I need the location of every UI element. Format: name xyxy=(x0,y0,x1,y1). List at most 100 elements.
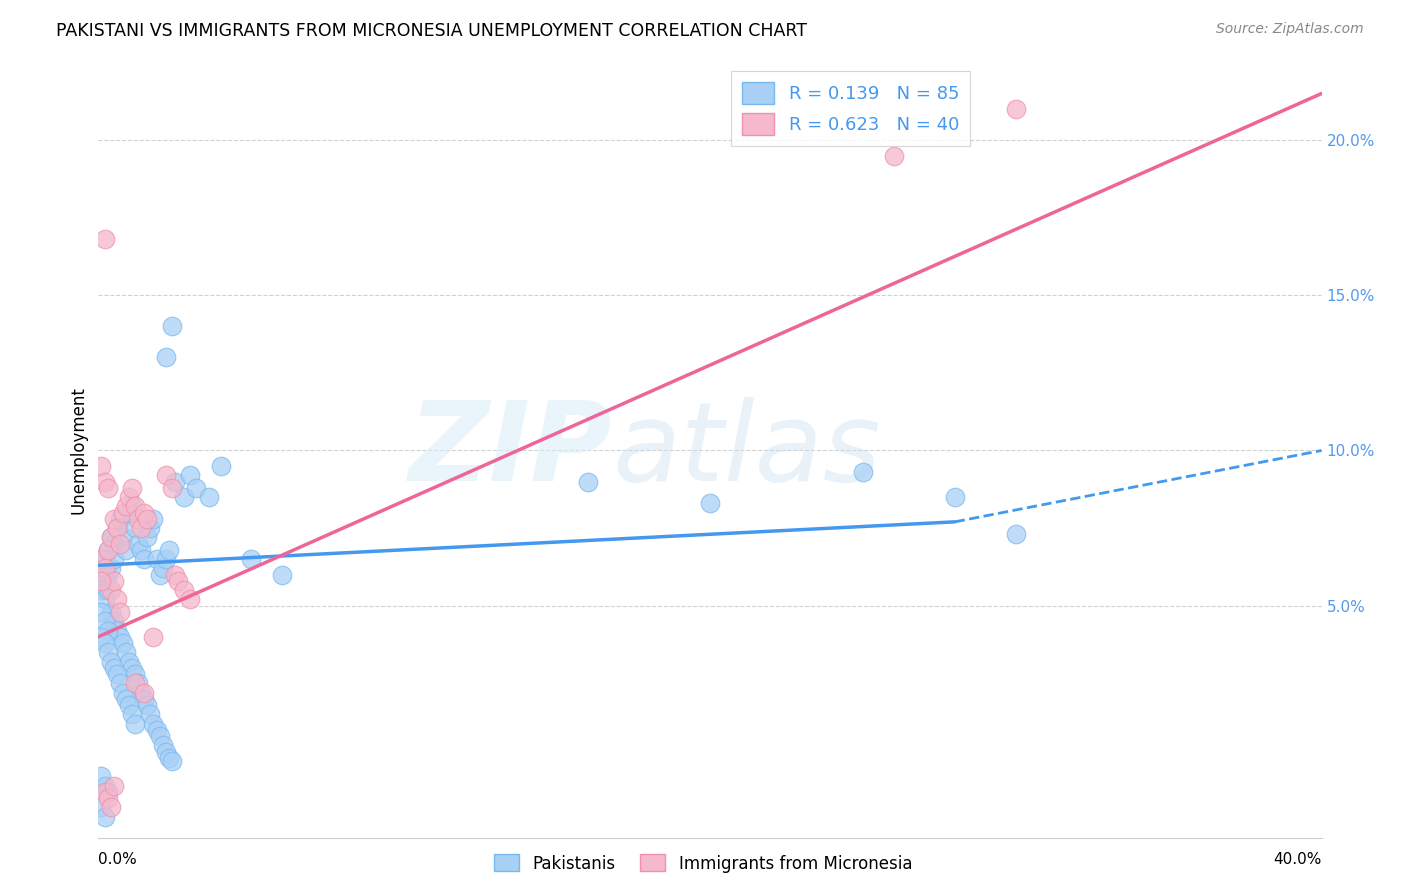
Point xyxy=(883,148,905,162)
Point xyxy=(100,655,122,669)
Point xyxy=(100,561,122,575)
Point xyxy=(118,698,141,712)
Point xyxy=(108,605,131,619)
Point xyxy=(97,542,120,557)
Point xyxy=(152,561,174,575)
Point xyxy=(124,521,146,535)
Point xyxy=(90,769,112,783)
Point xyxy=(111,506,134,520)
Point xyxy=(97,624,120,638)
Point xyxy=(160,754,183,768)
Point xyxy=(145,723,167,737)
Point xyxy=(100,530,122,544)
Text: 40.0%: 40.0% xyxy=(1274,852,1322,867)
Point xyxy=(149,567,172,582)
Point xyxy=(155,745,177,759)
Text: 0.0%: 0.0% xyxy=(98,852,138,867)
Point xyxy=(115,542,138,557)
Point xyxy=(108,630,131,644)
Y-axis label: Unemployment: Unemployment xyxy=(69,386,87,515)
Text: PAKISTANI VS IMMIGRANTS FROM MICRONESIA UNEMPLOYMENT CORRELATION CHART: PAKISTANI VS IMMIGRANTS FROM MICRONESIA … xyxy=(56,22,807,40)
Point xyxy=(129,521,152,535)
Text: ZIP: ZIP xyxy=(409,397,612,504)
Point xyxy=(93,810,115,824)
Point xyxy=(136,698,159,712)
Point xyxy=(103,779,125,793)
Point xyxy=(108,676,131,690)
Point xyxy=(90,630,112,644)
Point xyxy=(157,542,180,557)
Text: atlas: atlas xyxy=(612,397,880,504)
Point xyxy=(103,512,125,526)
Point xyxy=(103,614,125,628)
Point xyxy=(115,500,138,514)
Point xyxy=(186,481,208,495)
Point xyxy=(197,490,219,504)
Point xyxy=(90,552,112,566)
Point xyxy=(93,785,115,799)
Point xyxy=(115,691,138,706)
Point xyxy=(90,558,112,573)
Point xyxy=(97,785,120,799)
Point xyxy=(124,667,146,681)
Point xyxy=(108,512,131,526)
Text: Source: ZipAtlas.com: Source: ZipAtlas.com xyxy=(1216,22,1364,37)
Point xyxy=(100,605,122,619)
Point xyxy=(139,521,162,535)
Point xyxy=(97,583,120,598)
Point xyxy=(105,521,128,535)
Point xyxy=(179,468,201,483)
Point xyxy=(97,567,120,582)
Point xyxy=(134,506,156,520)
Point xyxy=(127,676,149,690)
Point xyxy=(121,500,143,514)
Point xyxy=(93,779,115,793)
Point xyxy=(108,536,131,550)
Point xyxy=(103,661,125,675)
Point xyxy=(90,605,112,619)
Point xyxy=(97,542,120,557)
Point xyxy=(173,583,195,598)
Point xyxy=(93,636,115,650)
Point xyxy=(699,496,721,510)
Point xyxy=(155,552,177,566)
Point xyxy=(97,481,120,495)
Point xyxy=(103,536,125,550)
Point xyxy=(134,685,156,699)
Point xyxy=(97,645,120,659)
Point xyxy=(90,458,112,473)
Point xyxy=(90,800,112,814)
Point xyxy=(163,567,186,582)
Point xyxy=(118,490,141,504)
Point xyxy=(121,481,143,495)
Point xyxy=(93,561,115,575)
Point xyxy=(100,583,122,598)
Point xyxy=(100,800,122,814)
Point xyxy=(167,574,190,588)
Legend: R = 0.139   N = 85, R = 0.623   N = 40: R = 0.139 N = 85, R = 0.623 N = 40 xyxy=(731,71,970,146)
Point xyxy=(129,685,152,699)
Point xyxy=(142,630,165,644)
Point xyxy=(160,481,183,495)
Point xyxy=(105,521,128,535)
Point xyxy=(139,707,162,722)
Point xyxy=(118,506,141,520)
Point xyxy=(134,691,156,706)
Point xyxy=(179,592,201,607)
Point xyxy=(111,636,134,650)
Point xyxy=(121,707,143,722)
Point xyxy=(93,574,115,588)
Point xyxy=(160,319,183,334)
Point xyxy=(240,552,263,566)
Point xyxy=(136,512,159,526)
Point xyxy=(93,232,115,246)
Point xyxy=(142,512,165,526)
Point xyxy=(852,465,875,479)
Point xyxy=(155,468,177,483)
Point xyxy=(149,729,172,743)
Point xyxy=(145,552,167,566)
Point xyxy=(136,530,159,544)
Point xyxy=(134,552,156,566)
Point xyxy=(103,574,125,588)
Point xyxy=(142,716,165,731)
